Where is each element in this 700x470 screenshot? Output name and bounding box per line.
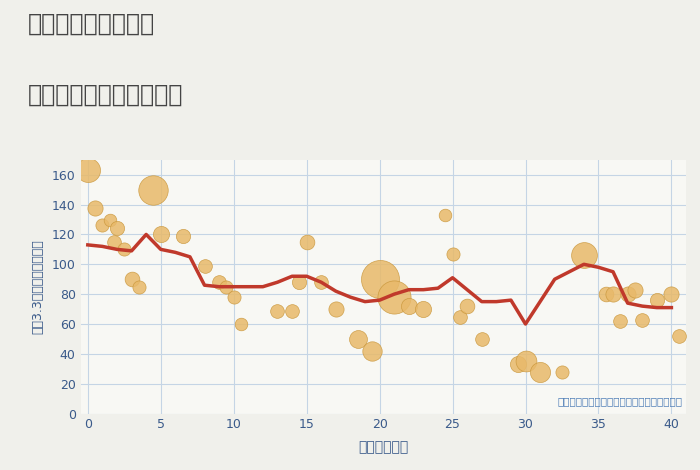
Point [82,166,93,174]
Point [104,216,116,223]
Point [556,368,568,376]
Point [133,283,144,290]
Point [520,358,531,365]
Point [461,302,472,310]
Point [111,225,122,232]
Point [651,297,662,304]
Point [673,332,685,340]
Point [666,290,677,298]
Point [90,204,101,212]
Point [367,347,378,355]
Point [97,222,108,229]
Point [228,293,239,301]
Point [272,307,283,314]
Point [535,368,546,376]
Point [235,320,246,328]
Point [629,286,641,293]
Point [447,250,458,258]
Point [389,293,400,301]
Point [476,335,487,343]
Point [403,302,414,310]
X-axis label: 築年数（年）: 築年数（年） [358,440,408,454]
Point [440,212,451,219]
Point [608,290,619,298]
Point [286,307,297,314]
Point [512,360,524,368]
Point [220,283,232,290]
Point [418,306,429,313]
Point [352,335,363,343]
Point [148,186,159,194]
Point [622,290,634,298]
Point [108,238,120,246]
Text: 千葉県松戸市馬橋の: 千葉県松戸市馬橋の [28,12,155,36]
Point [374,275,385,283]
Point [454,313,466,321]
Point [155,231,167,238]
Point [199,262,210,270]
Point [330,306,342,313]
Point [294,278,305,286]
Y-axis label: 坪（3.3㎡）単価（万円）: 坪（3.3㎡）単価（万円） [32,239,45,334]
Point [119,246,130,253]
Text: 築年数別中古戸建て価格: 築年数別中古戸建て価格 [28,82,183,106]
Point [214,278,225,286]
Text: 円の大きさは、取引のあった物件面積を示す: 円の大きさは、取引のあった物件面積を示す [558,396,683,406]
Point [301,238,312,246]
Point [126,275,137,283]
Point [177,232,188,240]
Point [615,317,626,325]
Point [316,278,327,286]
Point [578,251,589,259]
Point [636,316,648,323]
Point [600,290,611,298]
